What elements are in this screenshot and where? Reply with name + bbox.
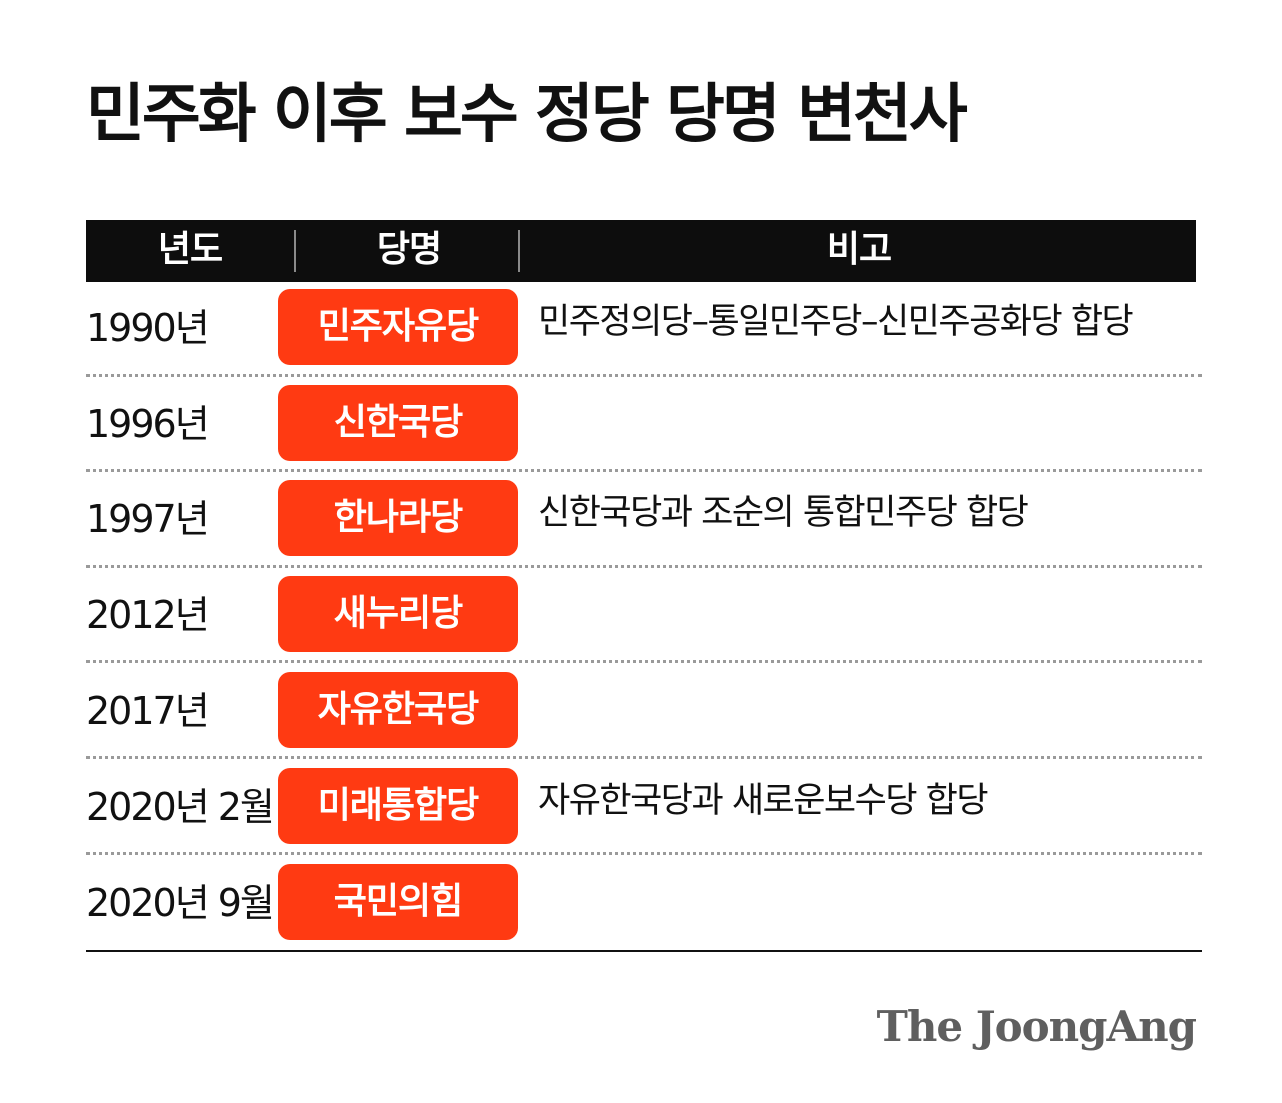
row-divider bbox=[86, 756, 1202, 759]
header-divider bbox=[294, 230, 296, 272]
row-divider bbox=[86, 660, 1202, 663]
row-year: 1990년 bbox=[86, 306, 210, 350]
party-name-badge: 새누리당 bbox=[278, 576, 518, 652]
row-divider bbox=[86, 852, 1202, 855]
party-name-badge: 민주자유당 bbox=[278, 289, 518, 365]
row-year: 1997년 bbox=[86, 497, 210, 541]
row-divider bbox=[86, 374, 1202, 377]
row-divider bbox=[86, 565, 1202, 568]
table-row: 1996년 신한국당 bbox=[0, 378, 1282, 474]
row-divider bbox=[86, 469, 1202, 472]
row-year: 2020년 9월 bbox=[86, 881, 275, 925]
party-name-badge: 국민의힘 bbox=[278, 864, 518, 940]
table-row: 1990년 민주자유당 민주정의당–통일민주당–신민주공화당 합당 bbox=[0, 282, 1282, 378]
row-note: 민주정의당–통일민주당–신민주공화당 합당 bbox=[538, 302, 1134, 342]
header-year: 년도 bbox=[157, 229, 223, 270]
header-note: 비고 bbox=[826, 229, 892, 270]
source-logo: The JoongAng bbox=[876, 1002, 1197, 1051]
party-name-badge: 신한국당 bbox=[278, 385, 518, 461]
row-year: 2020년 2월 bbox=[86, 785, 275, 829]
row-year: 2017년 bbox=[86, 689, 210, 733]
party-name-badge: 한나라당 bbox=[278, 480, 518, 556]
row-year: 2012년 bbox=[86, 593, 210, 637]
page-title: 민주화 이후 보수 정당 당명 변천사 bbox=[86, 78, 968, 152]
table-row: 2012년 새누리당 bbox=[0, 569, 1282, 665]
header-divider bbox=[518, 230, 520, 272]
party-name-badge: 미래통합당 bbox=[278, 768, 518, 844]
party-name-badge: 자유한국당 bbox=[278, 672, 518, 748]
row-year: 1996년 bbox=[86, 402, 210, 446]
table-row: 2020년 2월 미래통합당 자유한국당과 새로운보수당 합당 bbox=[0, 761, 1282, 857]
table-row: 2017년 자유한국당 bbox=[0, 665, 1282, 761]
row-note: 자유한국당과 새로운보수당 합당 bbox=[538, 781, 989, 821]
table-row: 1997년 한나라당 신한국당과 조순의 통합민주당 합당 bbox=[0, 473, 1282, 569]
table-header: 년도 당명 비고 bbox=[86, 220, 1196, 282]
table-bottom-rule bbox=[86, 950, 1202, 952]
header-party: 당명 bbox=[376, 229, 442, 270]
table-row: 2020년 9월 국민의힘 bbox=[0, 857, 1282, 953]
row-note: 신한국당과 조순의 통합민주당 합당 bbox=[538, 493, 1029, 533]
